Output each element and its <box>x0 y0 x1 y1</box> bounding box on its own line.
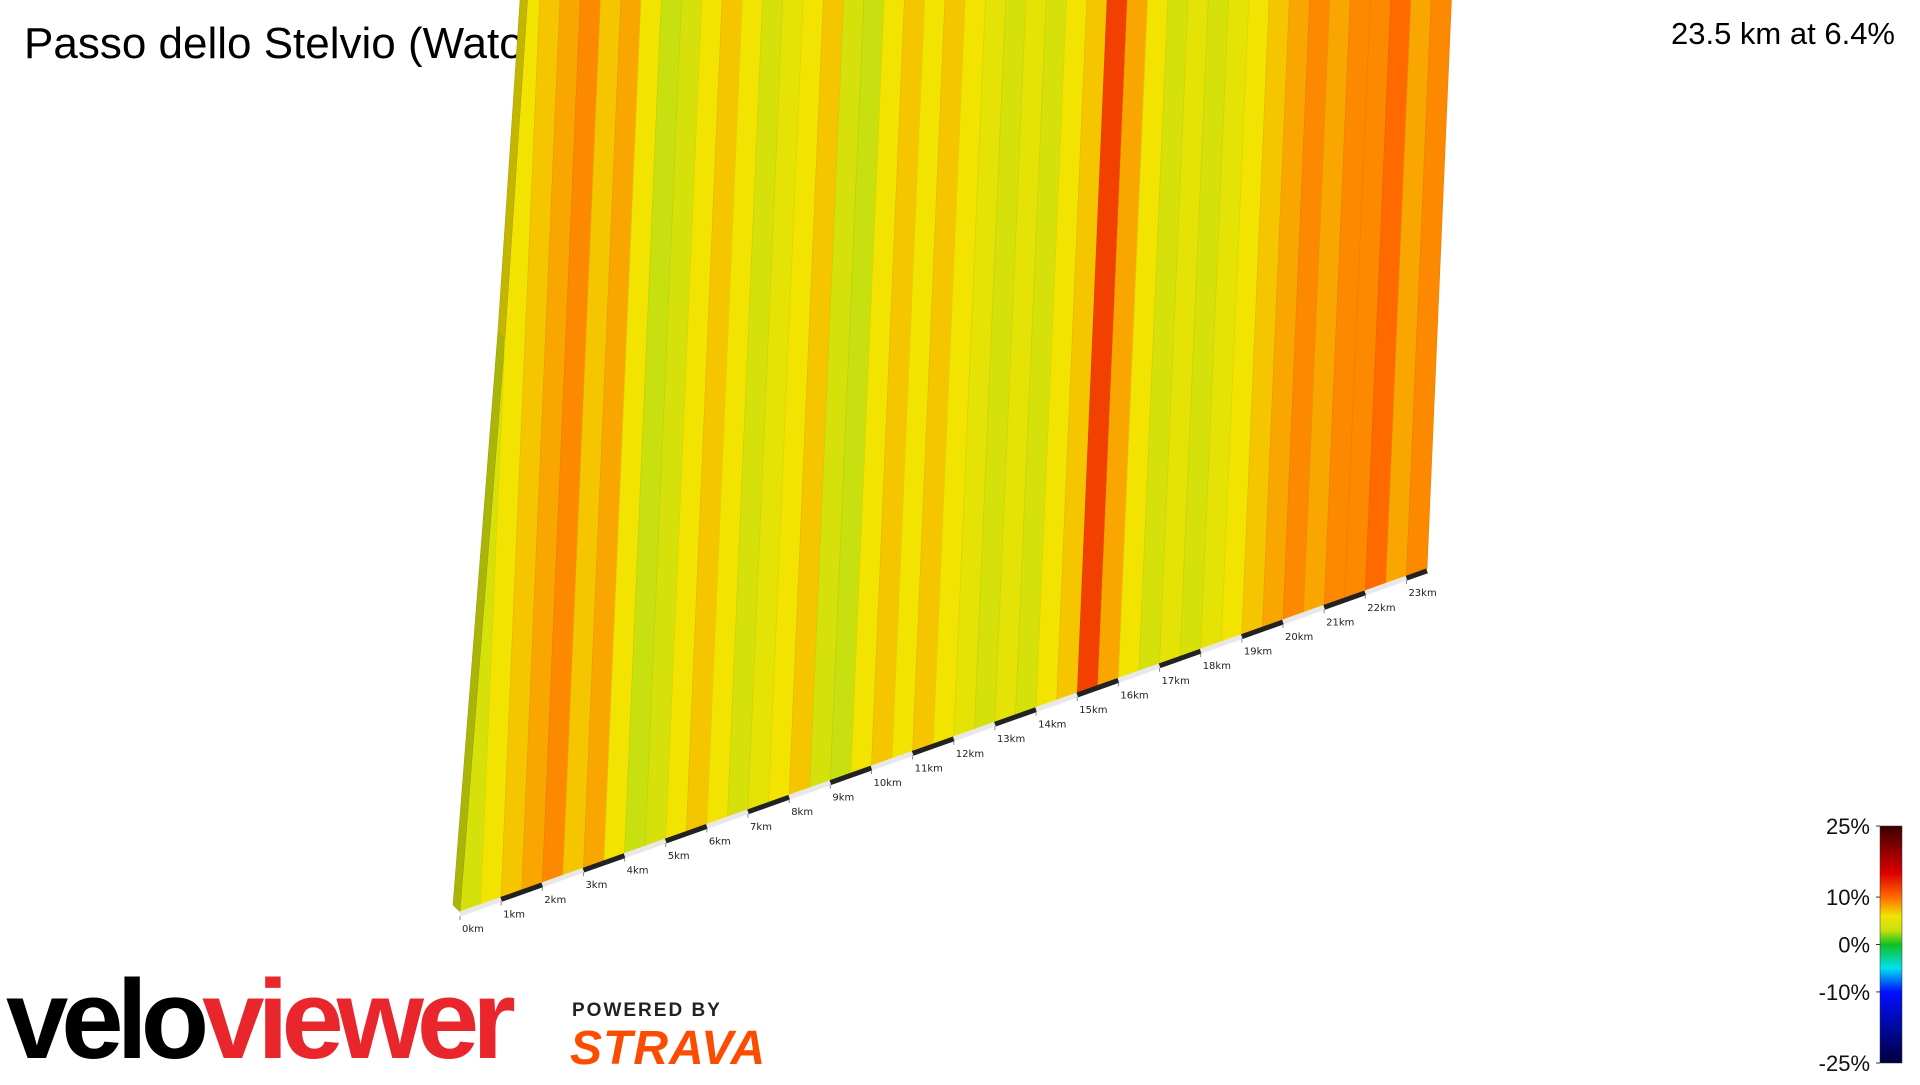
segment-face <box>1386 0 1920 584</box>
colorbar-label: -10% <box>1819 980 1870 1005</box>
x-tick-label: 1km <box>503 909 525 920</box>
x-tick-label: 4km <box>627 866 649 877</box>
x-tick-label: 16km <box>1120 690 1148 701</box>
x-tick-label: 17km <box>1162 676 1190 687</box>
x-tick-label: 9km <box>832 793 854 804</box>
logo: veloviewer <box>6 957 514 1080</box>
x-tick-label: 20km <box>1285 632 1313 643</box>
x-tick-label: 15km <box>1079 705 1107 716</box>
x-tick-label: 6km <box>709 836 731 847</box>
segment-face <box>1406 0 1920 576</box>
x-tick-label: 13km <box>997 734 1025 745</box>
logo-part: viewer <box>202 957 514 1080</box>
profile: 0km 1km 2km 3km 4km 5km 6km 7km 8km 9km 10km 11km 12… <box>453 0 1920 935</box>
x-tick-label: 23km <box>1408 588 1436 599</box>
x-tick-label: 18km <box>1203 661 1231 672</box>
segment-face <box>1365 0 1920 591</box>
logo-part: velo <box>6 957 206 1080</box>
x-tick-label: 5km <box>668 851 690 862</box>
x-tick-label: 0km <box>462 924 484 935</box>
x-tick-label: 14km <box>1038 720 1066 731</box>
colorbar-scale <box>1880 826 1902 1063</box>
x-tick-label: 12km <box>956 749 984 760</box>
x-tick-label: 2km <box>544 895 566 906</box>
strava: STRAVA <box>570 1022 766 1075</box>
powered-by: POWERED BY <box>572 1000 722 1021</box>
chart-subtitle: 23.5 km at 6.4% <box>1671 16 1895 51</box>
x-tick-label: 3km <box>585 880 607 891</box>
x-tick-label: 19km <box>1244 647 1272 658</box>
x-tick-label: 8km <box>791 807 813 818</box>
colorbar-label: 10% <box>1826 885 1870 910</box>
x-tick-label: 7km <box>750 822 772 833</box>
branding: veloviewer POWERED BY STRAVA <box>6 957 766 1080</box>
x-tick-label: 10km <box>874 778 902 789</box>
colorbar: 25% 10% 0% -10% -25% <box>1819 814 1902 1076</box>
x-tick-label: 22km <box>1367 603 1395 614</box>
colorbar-label: 25% <box>1826 814 1870 839</box>
colorbar-label: -25% <box>1819 1051 1870 1076</box>
colorbar-label: 0% <box>1838 933 1870 958</box>
x-tick-label: 11km <box>915 763 943 774</box>
x-tick-label: 21km <box>1326 617 1354 628</box>
